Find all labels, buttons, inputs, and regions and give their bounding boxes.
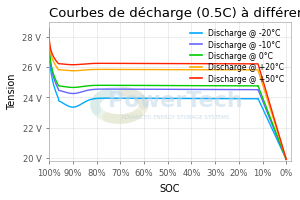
Discharge @ -10°C (47, 29, 51, 31)
Discharge @ 0°C (232, 85, 236, 88)
Discharge @ 0°C (236, 85, 240, 88)
Discharge @ +20°C (232, 69, 236, 72)
Discharge @ +50°C (71, 64, 75, 67)
Y-axis label: Tension: Tension (7, 74, 17, 110)
Discharge @ +50°C (143, 63, 147, 65)
Discharge @ -20°C (284, 158, 288, 161)
Line: Discharge @ +50°C: Discharge @ +50°C (49, 30, 286, 160)
Discharge @ -10°C (152, 89, 155, 91)
Discharge @ 0°C (284, 158, 288, 161)
Discharge @ -20°C (71, 106, 75, 109)
Discharge @ +20°C (47, 29, 51, 31)
Discharge @ 0°C (47, 29, 51, 31)
Discharge @ -20°C (236, 98, 240, 100)
Discharge @ -20°C (143, 98, 147, 100)
X-axis label: SOC: SOC (160, 183, 180, 193)
Discharge @ +20°C (236, 69, 240, 72)
Discharge @ 0°C (71, 87, 75, 89)
Line: Discharge @ -10°C: Discharge @ -10°C (49, 30, 286, 160)
Discharge @ -10°C (232, 89, 236, 91)
Discharge @ +20°C (210, 69, 214, 72)
Discharge @ +20°C (284, 158, 288, 161)
Discharge @ +50°C (236, 63, 240, 66)
Discharge @ +20°C (143, 69, 147, 71)
Discharge @ -10°C (210, 89, 214, 91)
Discharge @ -20°C (210, 98, 214, 100)
Discharge @ -20°C (47, 29, 51, 31)
Discharge @ -10°C (236, 89, 240, 91)
Discharge @ +20°C (71, 70, 75, 73)
Text: Courbes de décharge (0.5C) à différentes températures: Courbes de décharge (0.5C) à différentes… (49, 7, 300, 20)
Discharge @ 0°C (143, 85, 147, 87)
Discharge @ -20°C (152, 98, 155, 100)
Line: Discharge @ 0°C: Discharge @ 0°C (49, 30, 286, 160)
Discharge @ -20°C (232, 98, 236, 100)
Discharge @ +50°C (152, 63, 155, 65)
Discharge @ -10°C (284, 158, 288, 161)
Discharge @ +50°C (47, 29, 51, 31)
Discharge @ +50°C (232, 63, 236, 66)
Text: ADVANCED ENERGY STORAGE SYSTEMS: ADVANCED ENERGY STORAGE SYSTEMS (121, 114, 229, 119)
Discharge @ 0°C (210, 85, 214, 87)
Line: Discharge @ -20°C: Discharge @ -20°C (49, 30, 286, 160)
Discharge @ +20°C (152, 69, 155, 71)
Line: Discharge @ +20°C: Discharge @ +20°C (49, 30, 286, 160)
Discharge @ 0°C (152, 85, 155, 87)
Discharge @ +50°C (284, 158, 288, 161)
Discharge @ +50°C (210, 63, 214, 66)
Discharge @ -10°C (71, 93, 75, 95)
Text: PowerTech: PowerTech (107, 90, 242, 110)
Discharge @ -10°C (143, 89, 147, 91)
Legend: Discharge @ -20°C, Discharge @ -10°C, Discharge @ 0°C, Discharge @ +20°C, Discha: Discharge @ -20°C, Discharge @ -10°C, Di… (188, 26, 287, 86)
